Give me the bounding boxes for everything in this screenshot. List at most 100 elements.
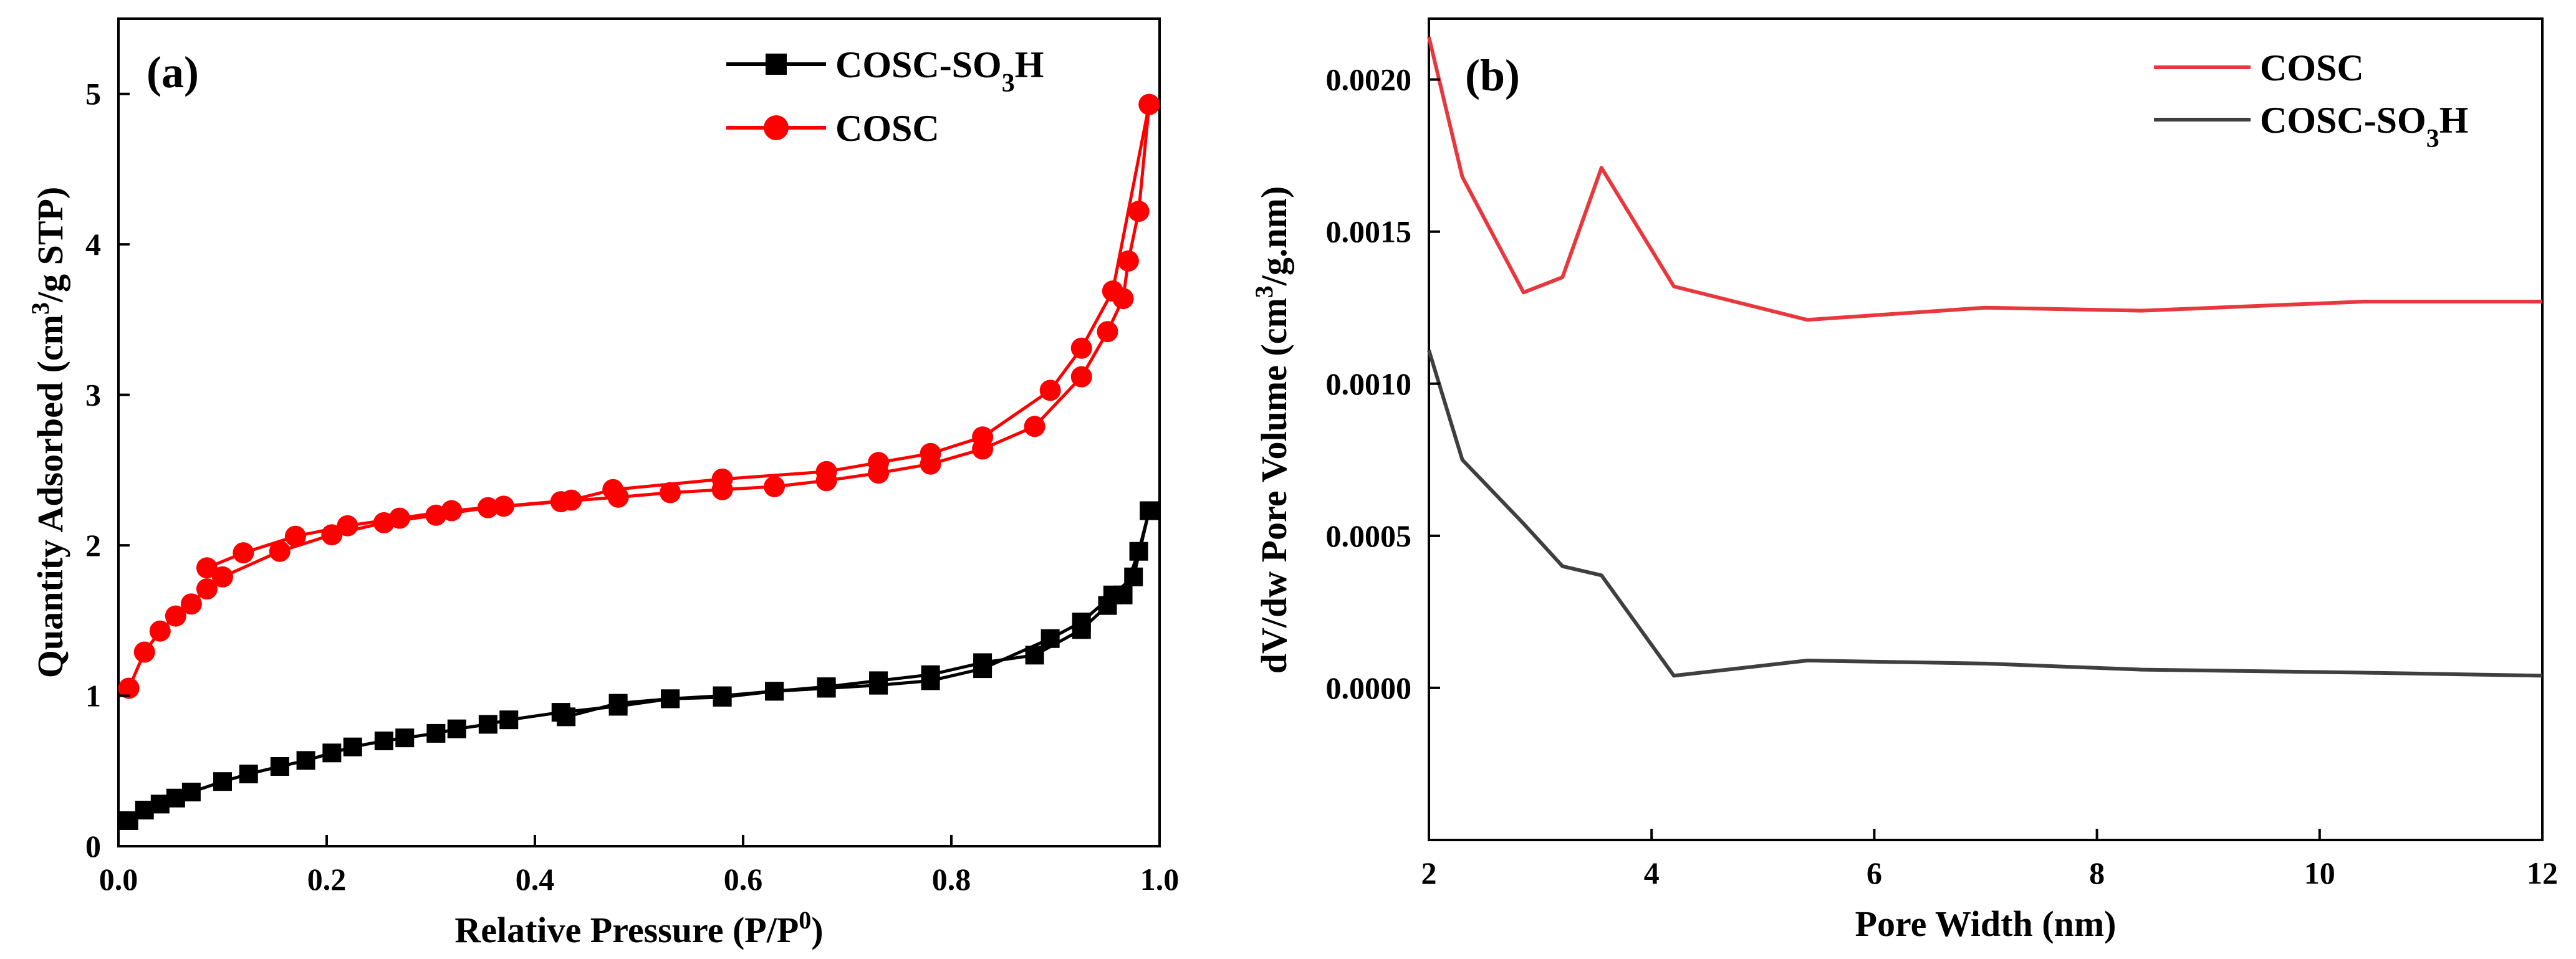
x-tick-label-a: 0.0: [99, 862, 138, 897]
data-point-cosc-so3h: [1140, 501, 1159, 520]
y-axis-label-b: dV/dw Pore Volume (cm3/g.nm): [1250, 186, 1295, 674]
data-point-cosc: [1097, 321, 1118, 343]
series-line-cosc-so3h-desorption: [565, 510, 1151, 718]
data-point-cosc: [560, 489, 582, 511]
chart-panel-a: 0.0 0.2 0.4 0.6 0.8 1.0 0 1 2 3 4 5 (a) COSC-SO3H C…: [26, 17, 1180, 951]
data-point-cosc: [972, 426, 994, 448]
data-point-cosc: [1138, 93, 1160, 115]
data-point-cosc-so3h: [661, 689, 680, 709]
legend-label-cosc-b: COSC: [2260, 47, 2364, 88]
data-point-cosc: [1070, 366, 1092, 388]
y-axis-label-a: Quantity Adsorbed (cm3/g STP): [26, 187, 71, 679]
data-point-cosc: [196, 557, 218, 579]
data-point-cosc: [1102, 280, 1123, 302]
series-line-cosc-so3h: [1427, 350, 2543, 678]
x-tick-label-b: 8: [2089, 856, 2105, 890]
data-point-cosc-so3h: [426, 723, 446, 743]
data-point-cosc-so3h: [765, 682, 784, 701]
data-point-cosc: [815, 460, 837, 482]
y-tick-label-a: 2: [85, 528, 101, 563]
data-point-cosc: [1070, 337, 1092, 359]
data-point-cosc-so3h: [213, 772, 232, 791]
data-point-cosc-so3h: [181, 783, 201, 802]
x-tick-label-b: 6: [1867, 856, 1882, 890]
chart-panel-b: 2 4 6 8 10 12 0.0000 0.0005 0.0010 0.0015 0.0020 (…: [1250, 17, 2558, 944]
data-point-cosc: [388, 507, 410, 529]
data-point-cosc-so3h: [713, 687, 732, 707]
y-tick-label-b: 0.0010: [1326, 366, 1412, 401]
data-point-cosc-so3h: [239, 765, 258, 784]
legend-marker-circle: [764, 115, 789, 140]
data-point-cosc: [212, 566, 233, 588]
data-point-cosc-so3h: [557, 707, 576, 727]
data-point-cosc: [711, 468, 733, 490]
x-tick-label-a: 0.4: [516, 862, 555, 897]
legend-label-cosc-so3h-b: COSC-SO3H: [2260, 100, 2468, 153]
plot-frame-a: [117, 17, 1161, 847]
x-tick-label-a: 0.8: [932, 862, 971, 897]
y-tick-label-b: 0.0015: [1326, 214, 1412, 249]
data-point-cosc-so3h: [135, 801, 154, 820]
panel-label-a: (a): [147, 47, 199, 97]
data-point-cosc-so3h: [478, 715, 497, 734]
data-point-cosc: [133, 641, 155, 663]
panel-label-b: (b): [1465, 50, 1520, 100]
data-point-cosc-so3h: [1072, 613, 1091, 632]
data-point-cosc-so3h: [270, 757, 289, 776]
x-tick-label-a: 0.2: [307, 862, 347, 897]
data-point-cosc: [764, 475, 786, 497]
data-point-cosc: [1128, 201, 1150, 222]
x-tick-label-b: 10: [2304, 856, 2335, 890]
data-point-cosc: [180, 593, 202, 615]
data-point-cosc-so3h: [1124, 567, 1143, 586]
x-tick-label-a: 1.0: [1140, 862, 1180, 897]
data-point-cosc-so3h: [447, 719, 466, 738]
y-tick-label-b: 0.0000: [1326, 670, 1412, 705]
legend-marker-square: [766, 54, 787, 75]
legend-a: COSC-SO3H COSC: [726, 44, 1044, 149]
data-point-cosc: [233, 542, 254, 564]
data-point-cosc: [149, 620, 171, 642]
data-point-cosc-so3h: [1129, 542, 1148, 561]
plot-frame-b: [1428, 17, 2544, 841]
data-point-cosc: [321, 524, 343, 546]
data-point-cosc: [1024, 416, 1045, 437]
data-point-cosc: [284, 525, 306, 547]
x-tick-label-b: 4: [1644, 856, 1660, 890]
y-tick-label-a: 5: [85, 77, 101, 112]
legend-b: COSC COSC-SO3H: [2154, 47, 2468, 153]
data-point-cosc-so3h: [150, 794, 170, 814]
series-line-cosc: [1427, 36, 2542, 322]
data-point-cosc: [337, 515, 358, 537]
data-point-cosc-so3h: [608, 694, 628, 713]
data-point-cosc: [196, 578, 218, 600]
y-tick-label-a: 3: [85, 378, 101, 413]
x-axis-label-a: Relative Pressure (P/P0): [454, 906, 823, 951]
data-point-cosc-so3h: [921, 671, 940, 690]
data-point-cosc-so3h: [1025, 646, 1044, 665]
data-point-cosc: [868, 452, 890, 474]
data-point-cosc: [118, 677, 140, 699]
data-point-cosc: [1039, 379, 1061, 401]
y-tick-label-a: 0: [85, 829, 101, 864]
data-point-cosc: [441, 500, 463, 522]
data-point-cosc-so3h: [1103, 585, 1122, 604]
data-point-cosc: [920, 442, 941, 464]
data-point-cosc: [1117, 250, 1139, 272]
data-point-cosc: [477, 497, 499, 518]
y-tick-label-b: 0.0020: [1326, 62, 1412, 97]
data-point-cosc-so3h: [322, 743, 342, 763]
x-axis-label-b: Pore Width (nm): [1855, 904, 2117, 944]
data-point-cosc-so3h: [119, 811, 138, 830]
data-point-cosc-so3h: [499, 710, 519, 730]
data-point-cosc: [602, 479, 624, 500]
data-point-cosc-so3h: [343, 737, 362, 756]
data-point-cosc-so3h: [817, 679, 836, 698]
data-point-cosc: [493, 495, 514, 517]
series-line-cosc-adsorption: [127, 104, 1151, 689]
data-point-cosc-so3h: [1040, 629, 1060, 648]
y-tick-label-b: 0.0005: [1326, 518, 1412, 553]
data-point-cosc-so3h: [374, 731, 393, 750]
data-point-cosc: [660, 482, 681, 503]
